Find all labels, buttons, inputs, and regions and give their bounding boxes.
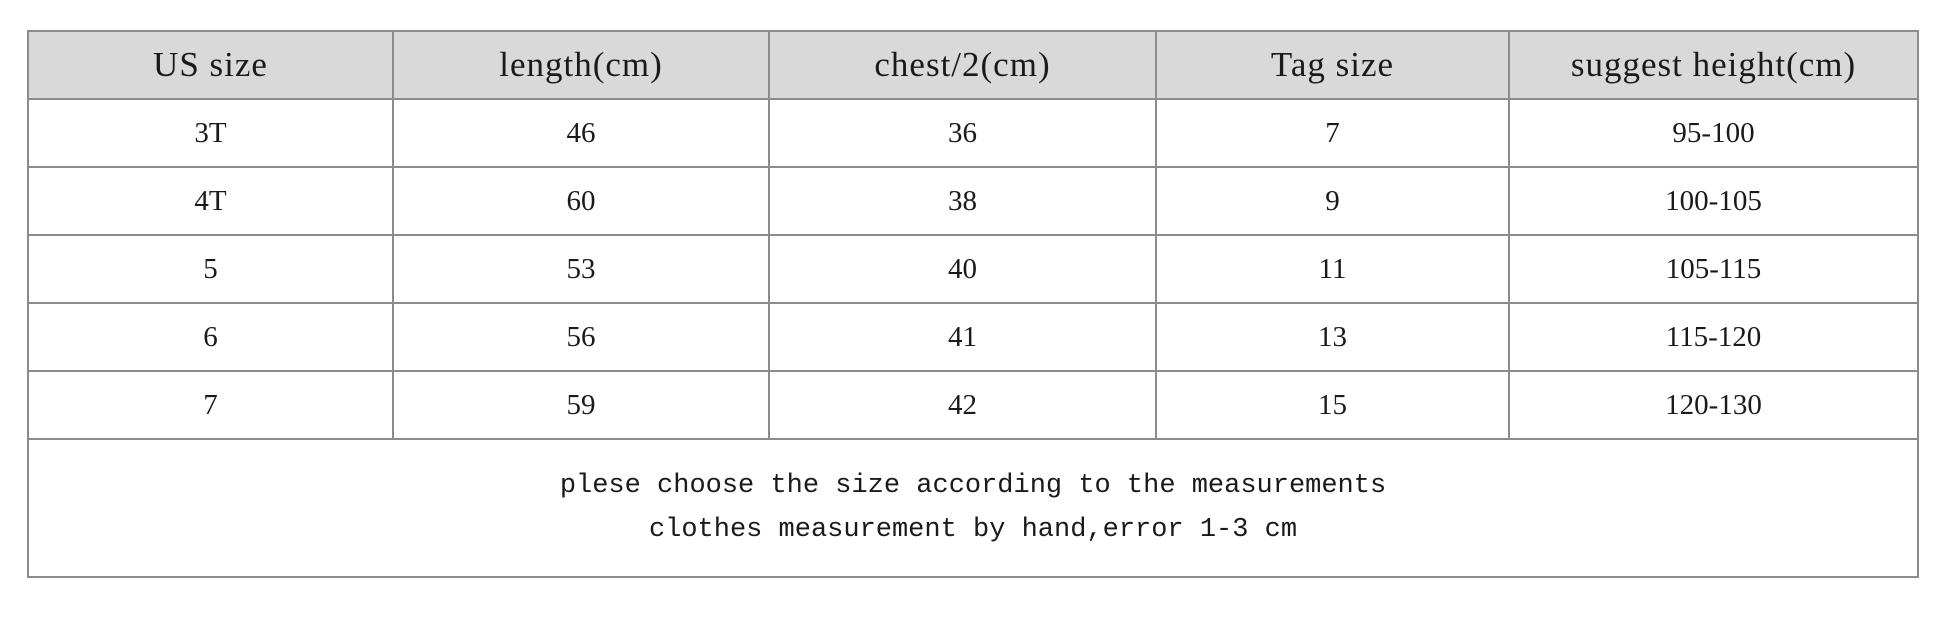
note-line-1: plese choose the size according to the m…: [559, 471, 1387, 501]
cell-chest: 41: [768, 302, 1157, 372]
cell-us-size: 3T: [27, 98, 394, 168]
cell-length: 60: [392, 166, 770, 236]
cell-tag-size: 11: [1155, 234, 1510, 304]
note-cell: plese choose the size according to the m…: [27, 438, 1919, 578]
cell-suggest-height: 100-105: [1508, 166, 1919, 236]
cell-tag-size: 9: [1155, 166, 1510, 236]
cell-chest: 40: [768, 234, 1157, 304]
cell-length: 59: [392, 370, 770, 440]
header-us-size: US size: [27, 30, 394, 100]
cell-us-size: 6: [27, 302, 394, 372]
cell-chest: 38: [768, 166, 1157, 236]
cell-chest: 36: [768, 98, 1157, 168]
table-row: 4T 60 38 9 100-105: [27, 166, 1919, 236]
cell-length: 56: [392, 302, 770, 372]
header-row: US size length(cm) chest/2(cm) Tag size …: [27, 30, 1919, 100]
cell-us-size: 4T: [27, 166, 394, 236]
cell-tag-size: 15: [1155, 370, 1510, 440]
cell-chest: 42: [768, 370, 1157, 440]
header-length: length(cm): [392, 30, 770, 100]
table-row: 6 56 41 13 115-120: [27, 302, 1919, 372]
header-chest: chest/2(cm): [768, 30, 1157, 100]
cell-us-size: 7: [27, 370, 394, 440]
table-row: 7 59 42 15 120-130: [27, 370, 1919, 440]
note-row: plese choose the size according to the m…: [27, 438, 1919, 578]
cell-tag-size: 13: [1155, 302, 1510, 372]
note-line-2: clothes measurement by hand,error 1-3 cm: [648, 515, 1298, 545]
cell-suggest-height: 115-120: [1508, 302, 1919, 372]
cell-length: 53: [392, 234, 770, 304]
table-row: 3T 46 36 7 95-100: [27, 98, 1919, 168]
cell-tag-size: 7: [1155, 98, 1510, 168]
cell-length: 46: [392, 98, 770, 168]
table-row: 5 53 40 11 105-115: [27, 234, 1919, 304]
size-chart-table: US size length(cm) chest/2(cm) Tag size …: [27, 30, 1919, 578]
header-suggest-height: suggest height(cm): [1508, 30, 1919, 100]
cell-suggest-height: 105-115: [1508, 234, 1919, 304]
cell-suggest-height: 95-100: [1508, 98, 1919, 168]
cell-us-size: 5: [27, 234, 394, 304]
header-tag-size: Tag size: [1155, 30, 1510, 100]
cell-suggest-height: 120-130: [1508, 370, 1919, 440]
